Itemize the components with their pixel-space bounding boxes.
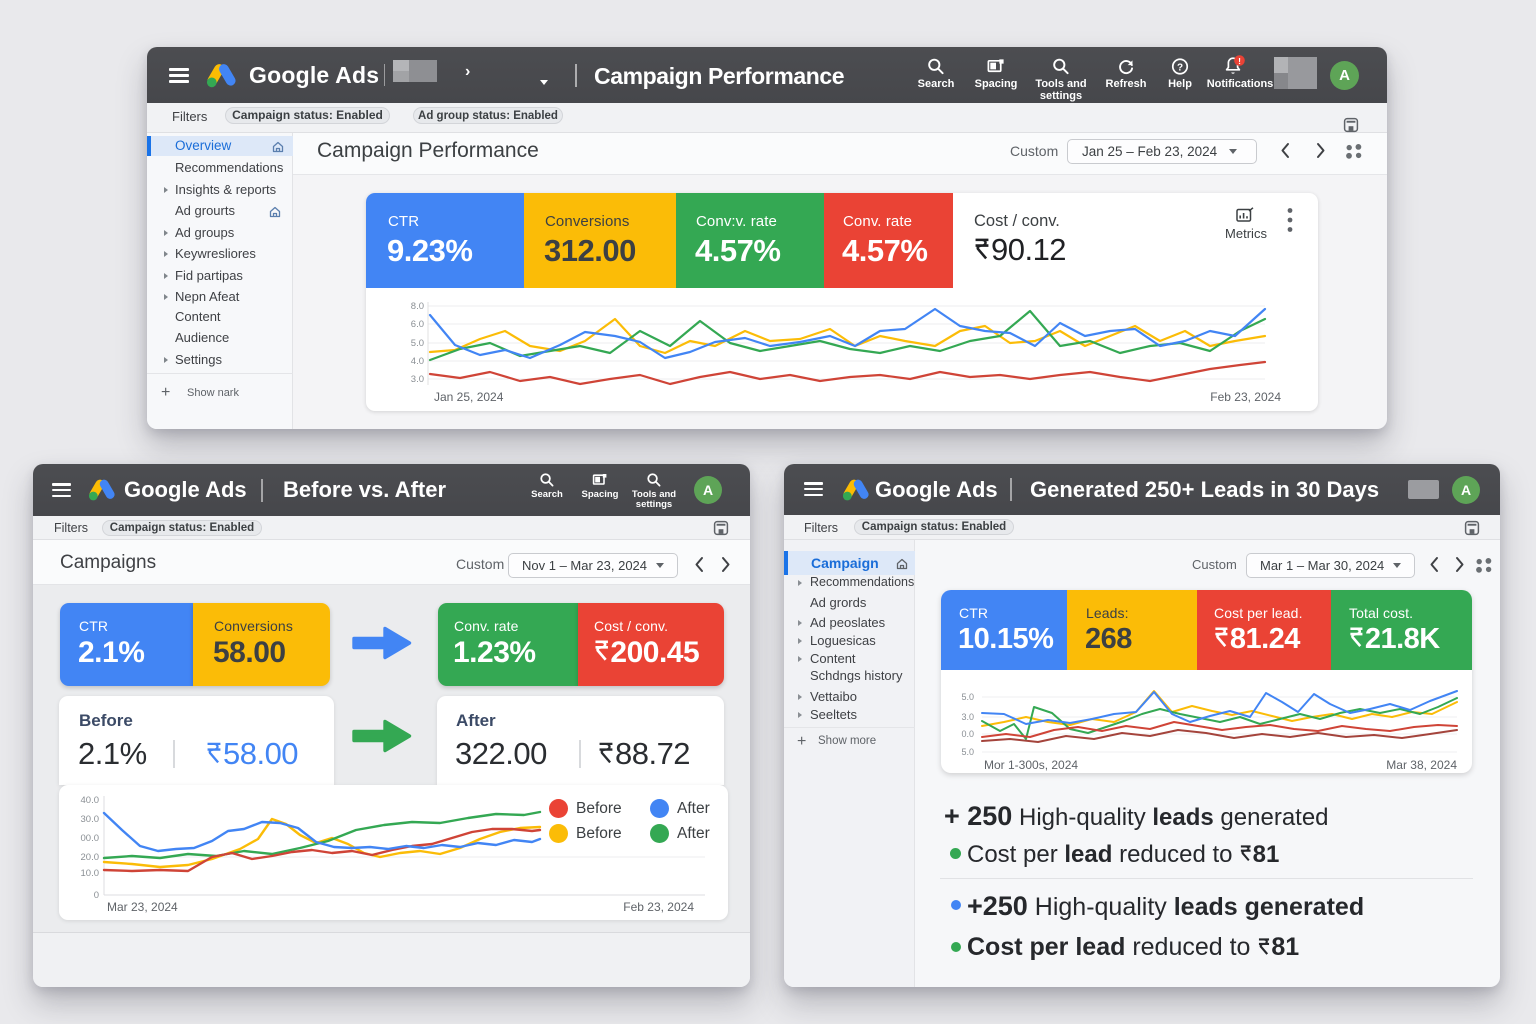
svg-text:00.0: 00.0	[81, 833, 100, 844]
svg-text:3.0: 3.0	[411, 374, 424, 385]
svg-text:5.0: 5.0	[961, 747, 974, 757]
svg-text:5.0: 5.0	[961, 692, 974, 702]
svg-text:!: !	[1238, 56, 1241, 66]
svg-text:?: ?	[1177, 62, 1183, 73]
svg-text:8.0: 8.0	[411, 301, 424, 312]
svg-text:Mar 23, 2024: Mar 23, 2024	[107, 900, 178, 914]
svg-text:40.0: 40.0	[81, 795, 100, 806]
svg-text:0: 0	[94, 890, 99, 901]
svg-text:Mar 38, 2024: Mar 38, 2024	[1386, 758, 1457, 772]
svg-text:6.0: 6.0	[411, 319, 424, 330]
svg-text:4.0: 4.0	[411, 356, 424, 367]
svg-text:5.0: 5.0	[411, 338, 424, 349]
svg-text:20.0: 20.0	[81, 852, 100, 863]
svg-text:30.0: 30.0	[81, 814, 100, 825]
svg-text:Feb 23, 2024: Feb 23, 2024	[623, 900, 694, 914]
svg-text:0.0: 0.0	[961, 729, 974, 739]
svg-text:Jan 25, 2024: Jan 25, 2024	[434, 390, 504, 404]
svg-text:Mor 1-300s, 2024: Mor 1-300s, 2024	[984, 758, 1078, 772]
svg-text:Feb 23, 2024: Feb 23, 2024	[1210, 390, 1281, 404]
svg-text:3.0: 3.0	[961, 712, 974, 722]
svg-text:10.0: 10.0	[81, 868, 100, 879]
